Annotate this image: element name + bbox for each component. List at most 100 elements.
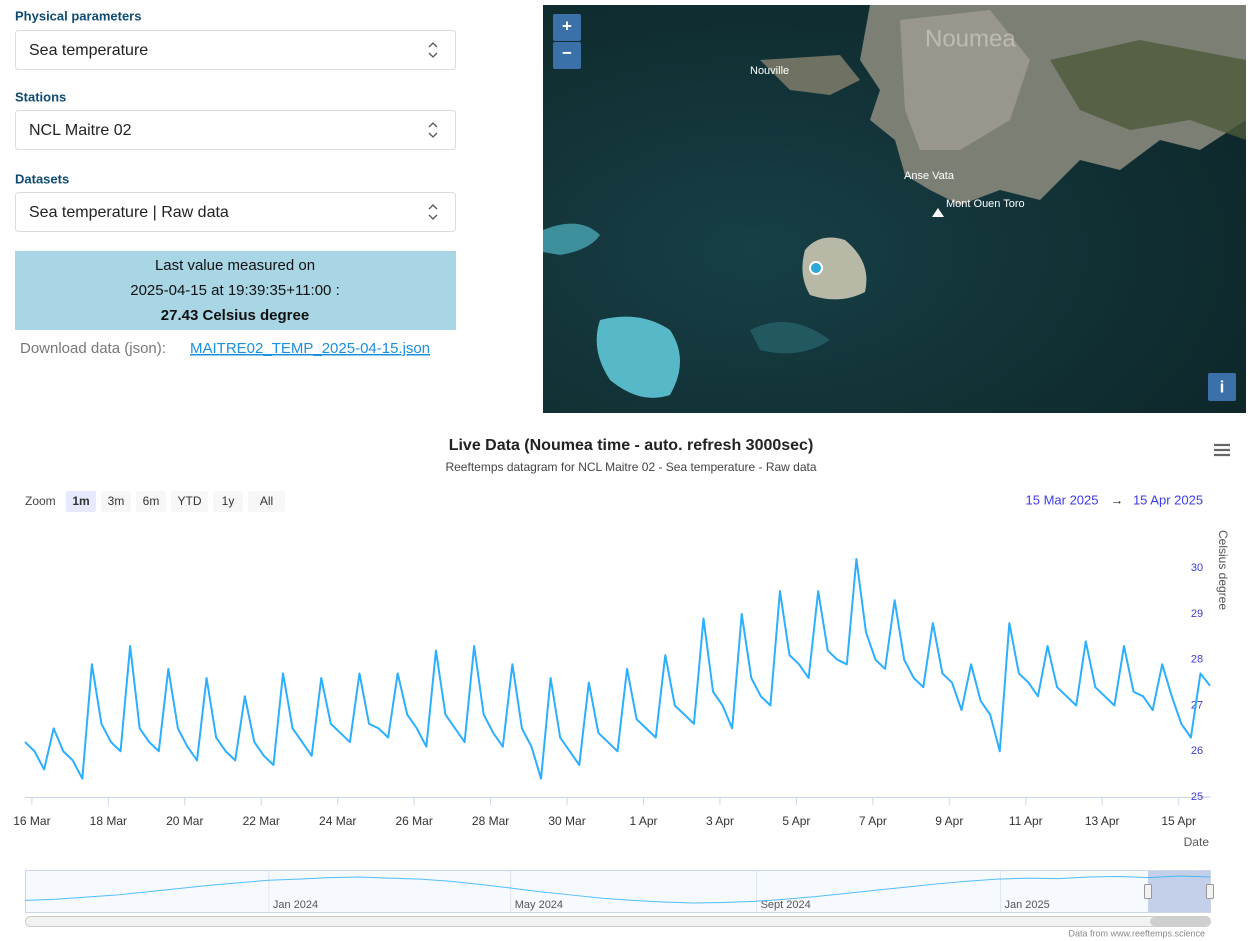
select-value[interactable]: Sea temperature | Raw data: [29, 204, 229, 221]
map-island: [802, 237, 867, 300]
x-tick-label: 3 Apr: [706, 814, 734, 828]
x-tick-label: 15 Apr: [1161, 814, 1196, 828]
select[interactable]: NCL Maitre 02: [15, 110, 456, 150]
select-box[interactable]: [15, 30, 456, 70]
x-tick-label: 30 Mar: [548, 814, 585, 828]
zoom-button-label[interactable]: All: [260, 494, 273, 508]
x-tick-label: 11 Apr: [1009, 814, 1043, 828]
zoom-button[interactable]: [248, 491, 285, 512]
scrollbar-track[interactable]: [25, 916, 1211, 927]
station-marker[interactable]: [809, 261, 823, 275]
y-tick-label: 28: [1191, 654, 1203, 666]
y-tick-label: 29: [1191, 608, 1203, 620]
field-label: Stations: [15, 89, 66, 104]
chart-subtitle: Reeftemps datagram for NCL Maitre 02 - S…: [445, 460, 816, 474]
zoom-button[interactable]: [213, 491, 243, 512]
select[interactable]: Sea temperature | Raw data: [15, 192, 456, 232]
zoom-out-label[interactable]: −: [562, 43, 572, 62]
select-box[interactable]: [15, 192, 456, 232]
zoom-button-label[interactable]: 1y: [222, 494, 235, 508]
navigator-handle[interactable]: [1144, 884, 1152, 899]
map-land: [760, 55, 860, 95]
select-chevron[interactable]: [428, 42, 438, 58]
zoom-button-label[interactable]: 1m: [72, 494, 89, 508]
select[interactable]: Sea temperature: [15, 30, 456, 70]
data-line: [24, 558, 1211, 780]
map-place: Mont Ouen Toro: [946, 198, 1025, 210]
range-arrow: →: [1111, 492, 1124, 507]
field-label: Datasets: [15, 171, 69, 186]
x-tick-label: 20 Mar: [166, 814, 203, 828]
y-tick-label: 25: [1191, 791, 1203, 803]
x-tick-label: 5 Apr: [782, 814, 810, 828]
navigator-box[interactable]: [25, 870, 1211, 913]
zoom-in-label[interactable]: +: [562, 16, 572, 35]
x-tick-label: 9 Apr: [935, 814, 963, 828]
field-label: Physical parameters: [15, 8, 141, 23]
select-box[interactable]: [15, 110, 456, 150]
navigator-selection[interactable]: [1148, 871, 1210, 912]
zoom-out-button[interactable]: [553, 42, 581, 69]
landmark-marker: [932, 208, 944, 217]
map-city: [900, 10, 1030, 150]
zoom-button-label[interactable]: 3m: [108, 494, 125, 508]
navigator-tick-label: Sept 2024: [761, 899, 811, 911]
zoom-in-button[interactable]: [553, 14, 581, 41]
chart-title: Live Data (Noumea time - auto. refresh 3…: [449, 437, 814, 454]
x-tick-label: 18 Mar: [90, 814, 127, 828]
y-tick-label: 30: [1191, 562, 1203, 574]
navigator-tick-label: Jan 2025: [1004, 899, 1049, 911]
zoom-button[interactable]: [171, 491, 208, 512]
navigator-line: [24, 875, 1211, 904]
zoom-button[interactable]: [101, 491, 131, 512]
x-tick-label: 24 Mar: [319, 814, 356, 828]
navigator-tick-label: Jan 2024: [273, 899, 318, 911]
select-chevron[interactable]: [428, 204, 438, 220]
chart-menu[interactable]: [1214, 443, 1230, 457]
map-vegetation: [1050, 40, 1246, 140]
credits[interactable]: Data from www.reeftemps.science: [1068, 928, 1205, 938]
y-tick-label: 27: [1191, 699, 1203, 711]
y-tick-label: 26: [1191, 745, 1203, 757]
navigator-tick-label: May 2024: [515, 899, 563, 911]
x-tick-label: 16 Mar: [13, 814, 50, 828]
navigator-handle[interactable]: [1206, 884, 1214, 899]
y-axis-title: Celsius degree: [1216, 530, 1230, 610]
zoom-button[interactable]: [136, 491, 166, 512]
map-reef: [543, 223, 600, 255]
select-chevron[interactable]: [428, 122, 438, 138]
download-link[interactable]: MAITRE02_TEMP_2025-04-15.json: [190, 340, 430, 357]
map-reef: [750, 322, 830, 354]
zoom-label: Zoom: [25, 494, 56, 508]
x-tick-label: 13 Apr: [1085, 814, 1120, 828]
map[interactable]: Noumea Nouville Anse Vata Mont Ouen Toro…: [543, 5, 1246, 413]
scrollbar-thumb[interactable]: [1150, 917, 1210, 926]
x-tick-label: 7 Apr: [859, 814, 887, 828]
map-place: Anse Vata: [904, 170, 955, 182]
x-tick-label: 26 Mar: [395, 814, 432, 828]
info-text: Last value measured on: [155, 257, 315, 274]
map-reef: [596, 316, 680, 398]
x-axis-title: Date: [1184, 835, 1210, 849]
range-start[interactable]: 15 Mar 2025: [1026, 492, 1099, 507]
info-box: [15, 251, 456, 330]
x-tick-label: 28 Mar: [472, 814, 509, 828]
info-button-label[interactable]: i: [1220, 377, 1225, 396]
select-value[interactable]: Sea temperature: [29, 42, 148, 59]
zoom-button-label[interactable]: YTD: [178, 494, 202, 508]
x-tick-label: 22 Mar: [243, 814, 280, 828]
zoom-button-label[interactable]: 6m: [143, 494, 160, 508]
zoom-button[interactable]: [66, 491, 96, 512]
range-end[interactable]: 15 Apr 2025: [1133, 492, 1203, 507]
chart: Live Data (Noumea time - auto. refresh 3…: [13, 437, 1230, 938]
download-text: Download data (json):: [20, 340, 166, 357]
info-value: 27.43 Celsius degree: [161, 307, 309, 324]
map-place: Nouville: [750, 65, 789, 77]
info-text: 2025-04-15 at 19:39:35+11:00 :: [130, 282, 339, 299]
select-value[interactable]: NCL Maitre 02: [29, 122, 132, 139]
map-place: Noumea: [925, 25, 1016, 52]
form-panel: Physical parameters Sea temperature Stat…: [15, 8, 456, 357]
info-button[interactable]: [1208, 373, 1236, 401]
